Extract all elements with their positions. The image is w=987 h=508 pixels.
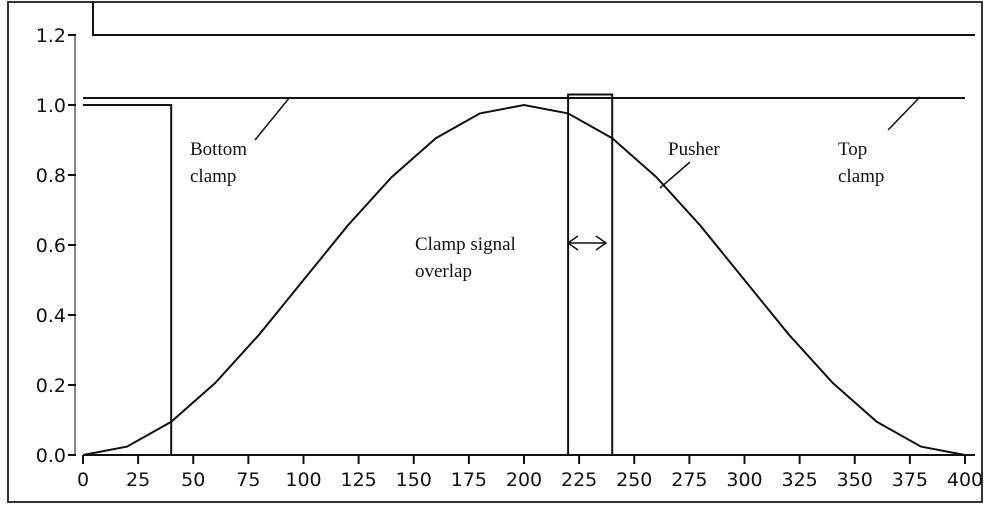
signal-line	[83, 93, 965, 456]
signal-line	[82, 103, 966, 456]
pointer	[254, 96, 291, 141]
x-tick-label: 50	[181, 469, 205, 491]
x-tick-label: 300	[726, 469, 762, 491]
y-tick-label: 1.2	[36, 25, 66, 47]
y-tick-label: 1.0	[36, 95, 66, 117]
x-tick-label: 275	[671, 469, 707, 491]
x-tick-label: 350	[837, 469, 873, 491]
x-tick-label: 75	[236, 469, 260, 491]
annotation: overlap	[415, 261, 472, 282]
x-tick-label: 250	[616, 469, 652, 491]
frame	[7, 1, 983, 503]
x-tick-label: 25	[126, 469, 150, 491]
y-tick-label: 0.8	[36, 165, 66, 187]
y-tick-label: 0.6	[36, 235, 66, 257]
pointer	[659, 161, 691, 189]
annotation: Clamp signal	[415, 234, 516, 255]
y-tick-label: 0.0	[36, 445, 66, 467]
annotation: Top	[838, 139, 867, 160]
overlap-arrow	[566, 235, 608, 251]
annotation: clamp	[190, 166, 236, 187]
x-tick-label: 200	[506, 469, 542, 491]
y-tick-label: 0.2	[36, 375, 66, 397]
plot-border	[92, 2, 975, 36]
x-tick-label: 100	[285, 469, 321, 491]
annotation: clamp	[838, 166, 884, 187]
x-tick-label: 175	[451, 469, 487, 491]
x-tick-label: 225	[561, 469, 597, 491]
x-tick-label: 325	[781, 469, 817, 491]
pointer	[887, 96, 921, 131]
x-tick-label: 400	[947, 469, 983, 491]
y-tick-label: 0.4	[36, 305, 66, 327]
x-tick-label: 125	[340, 469, 376, 491]
annotation: Pusher	[668, 139, 720, 160]
x-tick-label: 0	[77, 469, 89, 491]
annotation: Bottom	[190, 139, 247, 160]
x-tick-label: 375	[892, 469, 928, 491]
x-tick-label: 150	[396, 469, 432, 491]
